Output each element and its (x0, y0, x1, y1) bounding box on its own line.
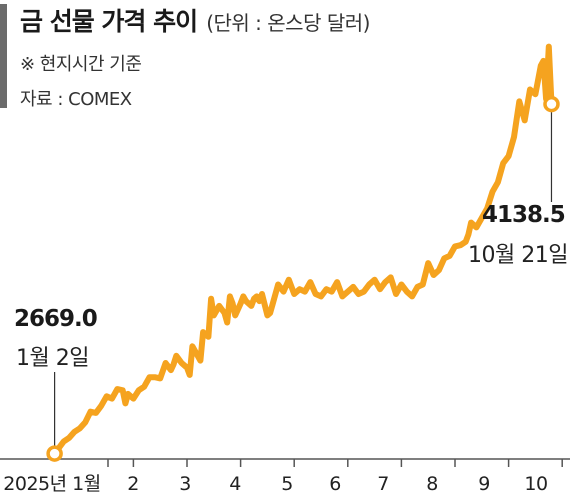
time-basis-note: ※ 현지시간 기준 (20, 54, 142, 75)
x-tick-label: 2025년 1월 (3, 473, 100, 495)
x-tick-label: 5 (281, 473, 293, 495)
start-value-label: 2669.0 (14, 306, 98, 332)
x-tick-label: 10 (524, 473, 547, 495)
start-date-label: 1월 2일 (16, 346, 89, 371)
unit-label: (단위 : 온스당 달러) (206, 11, 370, 35)
x-tick-label: 8 (426, 473, 438, 495)
source-label: 자료 : COMEX (20, 89, 132, 110)
x-tick-label: 7 (377, 473, 389, 495)
x-tick-label: 6 (329, 473, 341, 495)
end-point-marker (543, 95, 560, 113)
start-point-marker (46, 445, 63, 462)
chart-title: 금 선물 가격 추이 (20, 7, 198, 36)
title-row: 금 선물 가격 추이 (단위 : 온스당 달러) (20, 2, 370, 38)
end-value-label: 4138.5 (482, 202, 566, 228)
x-tick-label: 3 (179, 473, 191, 495)
x-tick-label: 9 (478, 473, 490, 495)
x-tick-label: 4 (229, 473, 241, 495)
title-accent-bar (0, 4, 7, 108)
series-line-0 (51, 43, 555, 457)
x-tick-label: 2 (127, 473, 139, 495)
end-date-label: 10월 21일 (468, 243, 568, 268)
